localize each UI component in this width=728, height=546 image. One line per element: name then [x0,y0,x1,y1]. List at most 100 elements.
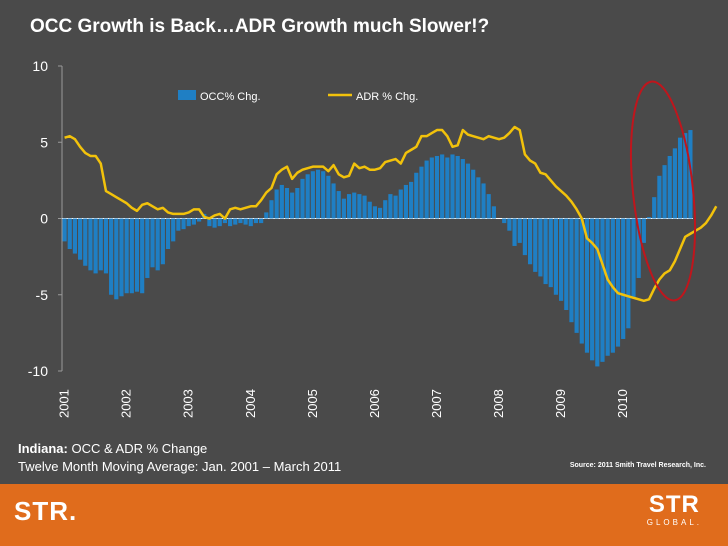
occ-bar [155,218,160,271]
legend-adr-label: ADR % Chg. [356,91,418,103]
occ-bar [507,218,512,231]
occ-bars [62,130,693,367]
occ-bar [357,194,362,219]
occ-bar [662,165,667,219]
str-global-logo: STR GLOBAL. [647,492,702,528]
y-tick-label: 5 [40,134,48,150]
occ-bar [176,218,181,231]
occ-bar [512,218,517,246]
occ-bar [372,206,377,219]
occ-bar [403,184,409,219]
x-year-label: 2004 [243,389,258,418]
occ-bar [300,178,305,219]
occ-bar [657,175,662,219]
occ-bar [362,195,367,219]
occ-bar [284,188,290,219]
occ-bar [465,163,471,219]
occ-bar [595,218,600,367]
occ-bar [228,218,233,227]
occ-bar [222,218,228,224]
occ-bar [352,192,357,219]
occ-bar [181,218,186,230]
occ-bar [672,148,677,219]
occ-bar [264,212,269,219]
occ-bar [248,218,253,227]
occ-bar [553,218,559,295]
occ-bar [414,172,419,219]
occ-bar [207,218,212,227]
occ-bar [72,218,78,254]
occ-bar [160,218,165,265]
occ-bar [409,181,414,219]
occ-bar [626,218,631,329]
occ-bar [440,154,445,219]
occ-bar [579,218,584,344]
x-year-label: 2007 [429,389,444,418]
x-year-label: 2009 [553,389,568,418]
slide-title: OCC Growth is Back…ADR Growth much Slowe… [30,16,490,37]
occ-bar [129,218,134,294]
occ-bar [683,133,688,219]
x-year-label: 2010 [615,389,630,418]
occ-bar [605,218,610,356]
occ-bar [233,218,238,225]
occ-bar [455,155,460,219]
legend-occ-label: OCC% Chg. [200,91,261,103]
occ-bar [538,218,543,277]
occ-bar [641,218,646,243]
occ-bar [336,191,341,219]
occ-bar [574,218,579,333]
occ-bar [590,218,595,361]
occ-bar [145,218,150,278]
occ-bar [419,166,424,219]
occ-bar [398,189,403,219]
occ-bar [62,218,67,242]
occ-bar [212,218,217,228]
occ-bar [140,218,145,294]
source-note: Source: 2011 Smith Travel Research, Inc. [569,462,706,469]
occ-bar [424,160,429,219]
occ-bar [667,155,672,219]
occ-bar [269,200,274,219]
occ-bar [259,218,264,224]
caption-line-1: Indiana: OCC & ADR % Change [18,440,341,458]
occ-bar [243,218,248,225]
y-tick-label: 10 [32,58,48,74]
occ-bar [88,218,93,271]
occ-bar [186,218,191,227]
y-tick-label: -10 [28,363,48,379]
occ-bar [388,194,393,219]
occ-bar [67,218,72,249]
y-tick-label: 0 [40,211,48,227]
occ-bar [677,137,683,219]
occ-bar [548,218,553,288]
occ-bar [502,218,507,224]
occ-bar [517,218,522,243]
chart-caption: Indiana: OCC & ADR % Change Twelve Month… [18,440,341,476]
caption-state: Indiana: [18,441,68,456]
str-logo: STR. [14,496,78,526]
occ-bar [652,197,657,219]
occ-bar [450,154,455,219]
occ-bar [584,218,590,353]
occ-bar [569,218,574,323]
x-year-label: 2006 [367,389,382,418]
occ-bar [93,218,98,274]
occ-bar [533,218,538,272]
occ-bar [331,183,336,219]
caption-metric: OCC & ADR % Change [67,441,208,456]
x-year-label: 2008 [491,389,506,418]
occ-bar [171,218,176,242]
occ-bar [527,218,533,265]
occ-bar [471,169,476,219]
occ-bar [636,218,641,278]
occ-bar [295,188,300,219]
occ-bar [305,174,310,219]
adr-line-group [64,125,718,303]
highlight-ellipse [630,80,696,302]
occ-bar [434,155,440,219]
occ-bar [191,218,196,225]
occ-bar [346,194,352,219]
occ-bar [476,177,481,219]
